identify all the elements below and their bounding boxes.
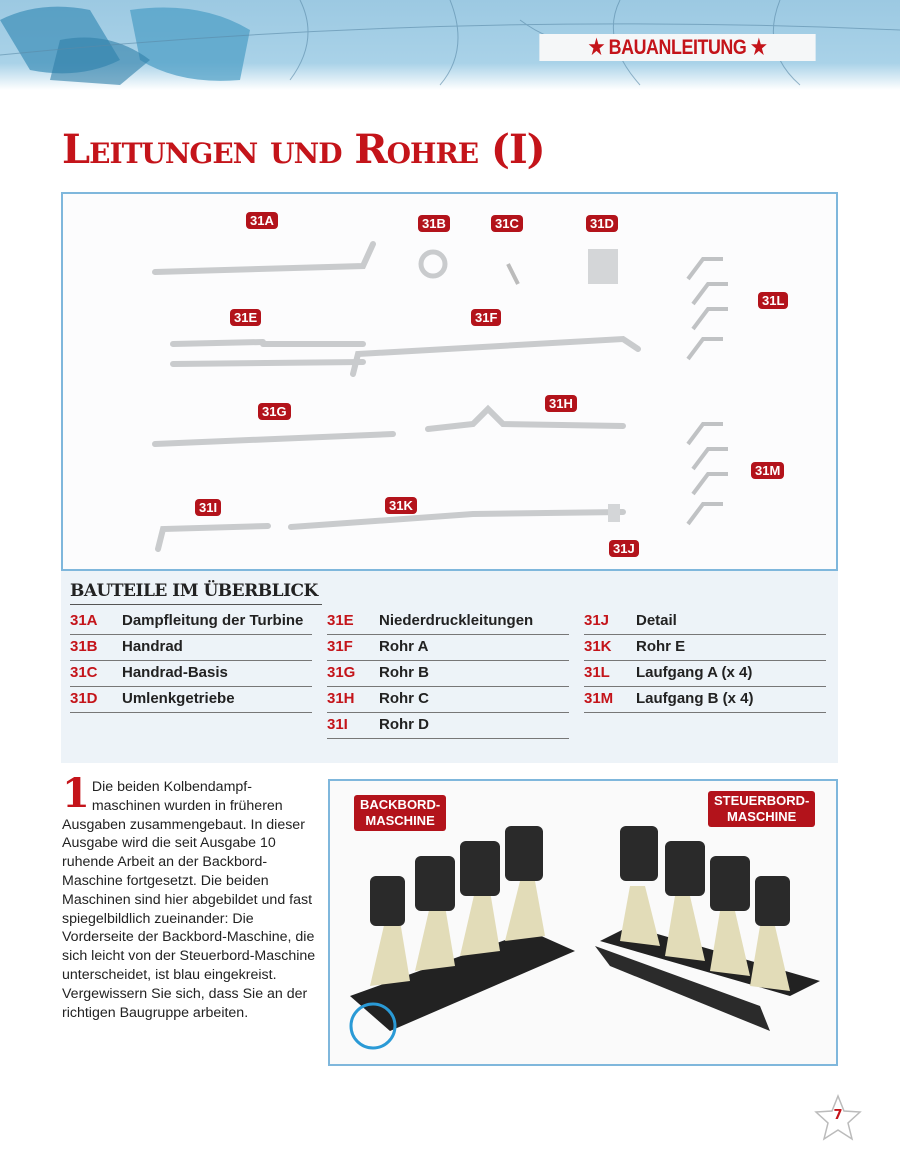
overview-row: 31F Rohr A: [327, 635, 569, 661]
overview-row: 31K Rohr E: [584, 635, 826, 661]
part-id: 31C: [70, 664, 98, 681]
backbord-label: BACKBORD- MASCHINE: [354, 795, 447, 831]
engines-photo: BACKBORD- MASCHINE STEUERBORD- MASCHINE: [328, 779, 838, 1066]
part-name: Rohr B: [379, 664, 429, 681]
step-number: 1: [62, 770, 90, 817]
overview-row: 31L Laufgang A (x 4): [584, 661, 826, 687]
part-name: Rohr A: [379, 638, 429, 655]
part-label-31b: 31B: [418, 215, 450, 232]
overview-row: 31H Rohr C: [327, 687, 569, 713]
part-label-31d: 31D: [586, 215, 618, 232]
part-id: 31M: [584, 690, 614, 707]
part-id: 31G: [327, 664, 356, 681]
overview-row: 31C Handrad-Basis: [70, 661, 312, 687]
part-name: Rohr E: [636, 638, 686, 655]
page-title: Leitungen und Rohre (I): [62, 126, 546, 173]
parts-photo: 31A 31B 31C 31D 31E 31F 31G 31H 31I 31J …: [61, 192, 838, 571]
map-banner: ★ BAUANLEITUNG ★: [0, 0, 900, 90]
part-id: 31E: [327, 612, 354, 629]
parts-overview: BAUTEILE IM ÜBERBLICK 31A Dampfleitung de…: [61, 571, 838, 763]
part-name: Umlenkgetriebe: [122, 690, 235, 707]
part-id: 31H: [327, 690, 355, 707]
page-number: 7: [833, 1108, 843, 1123]
overview-row: 31G Rohr B: [327, 661, 569, 687]
part-id: 31B: [70, 638, 98, 655]
map-illustration: [0, 0, 900, 86]
part-name: Handrad-Basis: [122, 664, 228, 681]
part-id: 31F: [327, 638, 353, 655]
part-name: Dampfleitung der Turbine: [122, 612, 304, 629]
part-label-31l: 31L: [758, 292, 789, 309]
overview-row: 31I Rohr D: [327, 713, 569, 739]
overview-row: 31E Niederdruckleitungen: [327, 609, 569, 635]
overview-row: 31J Detail: [584, 609, 826, 635]
overview-row: 31A Dampfleitung der Turbine: [70, 609, 312, 635]
part-label-31k: 31K: [385, 497, 417, 514]
part-id: 31D: [70, 690, 98, 707]
part-name: Rohr C: [379, 690, 429, 707]
engines-illustration: [349, 826, 820, 1050]
part-id: 31A: [70, 612, 98, 629]
part-label-31m: 31M: [751, 462, 785, 479]
step-1: 1 Die beiden Kolbendampf-maschinen wurde…: [62, 770, 317, 1022]
part-label-31f: 31F: [471, 309, 502, 326]
part-name: Handrad: [122, 638, 183, 655]
section-tag: ★ BAUANLEITUNG ★: [539, 34, 816, 61]
overview-row: 31M Laufgang B (x 4): [584, 687, 826, 713]
overview-row: 31D Umlenkgetriebe: [70, 687, 312, 713]
overview-title: BAUTEILE IM ÜBERBLICK: [70, 581, 322, 605]
part-id: 31L: [584, 664, 610, 681]
part-label-31c: 31C: [491, 215, 523, 232]
part-label-31i: 31I: [195, 499, 222, 516]
overview-column-2: 31E Niederdruckleitungen 31F Rohr A 31G Rohr …: [327, 609, 569, 739]
part-label-31g: 31G: [258, 403, 291, 420]
part-name: Detail: [636, 612, 677, 629]
overview-column-1: 31A Dampfleitung der Turbine 31B Handrad 31C…: [70, 609, 312, 713]
part-label-31h: 31H: [545, 395, 577, 412]
part-name: Rohr D: [379, 716, 429, 733]
overview-row: 31B Handrad: [70, 635, 312, 661]
part-name: Laufgang A (x 4): [636, 664, 753, 681]
part-name: Niederdruckleitungen: [379, 612, 534, 629]
part-id: 31K: [584, 638, 612, 655]
part-id: 31J: [584, 612, 610, 629]
part-name: Laufgang B (x 4): [636, 690, 754, 707]
overview-column-3: 31J Detail 31K Rohr E 31L Laufgang A (x 4) 31M…: [584, 609, 826, 713]
step-text: Die beiden Kolbendampf-maschinen wurden …: [62, 779, 316, 1021]
part-label-31a: 31A: [246, 212, 278, 229]
part-label-31e: 31E: [230, 309, 262, 326]
part-id: 31I: [327, 716, 348, 733]
steuerbord-label: STEUERBORD- MASCHINE: [708, 791, 816, 827]
page-star-icon: [814, 1094, 862, 1141]
part-label-31j: 31J: [609, 540, 639, 557]
parts-illustration: [152, 241, 728, 552]
